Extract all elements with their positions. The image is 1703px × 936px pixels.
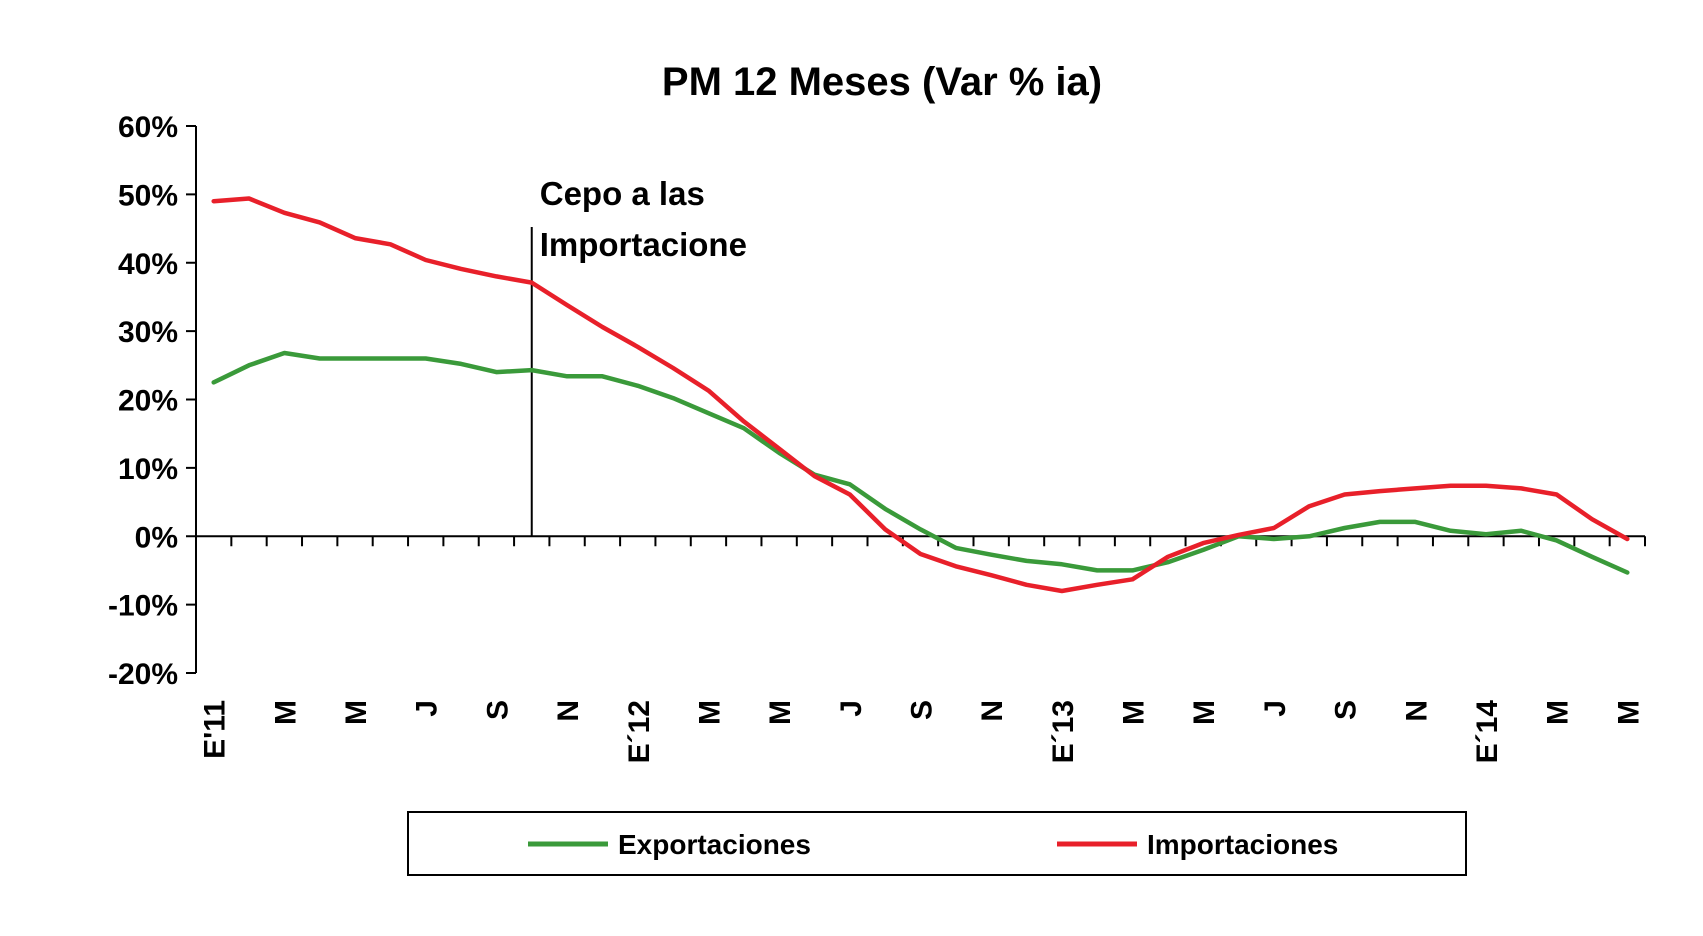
annotation: Cepo a las Importacione xyxy=(530,175,747,537)
x-tick-label: M xyxy=(269,700,302,725)
x-tick-label: M xyxy=(1118,700,1151,725)
x-tick-label: M xyxy=(1612,700,1645,725)
y-tick-label: 50% xyxy=(118,179,178,212)
y-tick-label: 40% xyxy=(118,248,178,281)
legend-label-importaciones: Importaciones xyxy=(1147,829,1338,860)
legend: Exportaciones Importaciones xyxy=(407,811,1467,876)
x-tick-label: E´14 xyxy=(1471,700,1504,764)
y-tick-label: 20% xyxy=(118,385,178,418)
x-tick-label: S xyxy=(1330,700,1363,720)
y-tick-label: 30% xyxy=(118,316,178,349)
x-tick-label: N xyxy=(552,700,585,722)
x-tick-label: M xyxy=(693,700,726,725)
y-tick-label: 60% xyxy=(118,111,178,144)
x-tick-label: J xyxy=(411,700,444,717)
x-tick-label: J xyxy=(1259,700,1292,717)
x-tick-label: J xyxy=(835,700,868,717)
series-lines xyxy=(211,196,1630,594)
x-tick-label: M xyxy=(764,700,797,725)
axes: 60% 50% 40% 30% 20% 10% 0% -10% -20% E'11 M M J S N E´1… xyxy=(108,111,1646,764)
x-tick-label: M xyxy=(1542,700,1575,725)
x-tick-label: S xyxy=(906,700,939,720)
annotation-text-line1: Cepo a las xyxy=(540,175,705,212)
y-tick-label: 0% xyxy=(135,521,178,554)
x-tick-label: E´12 xyxy=(623,700,656,763)
annotation-text-line2: Importacione xyxy=(540,226,747,263)
x-tick-label: N xyxy=(1400,700,1433,722)
x-tick-label: M xyxy=(340,700,373,725)
series-line-importaciones xyxy=(211,196,1630,594)
x-tick-label: E'11 xyxy=(199,700,232,759)
series-line-exportaciones xyxy=(211,350,1630,575)
y-tick-label: 10% xyxy=(118,453,178,486)
x-tick-label: N xyxy=(976,700,1009,722)
x-tick-label: M xyxy=(1188,700,1221,725)
y-tick-label: -20% xyxy=(108,658,178,691)
x-tick-label: E´13 xyxy=(1047,700,1080,763)
chart-title: PM 12 Meses (Var % ia) xyxy=(662,60,1102,104)
legend-label-exportaciones: Exportaciones xyxy=(618,829,811,860)
y-tick-label: -10% xyxy=(108,590,178,623)
x-tick-label: S xyxy=(481,700,514,720)
